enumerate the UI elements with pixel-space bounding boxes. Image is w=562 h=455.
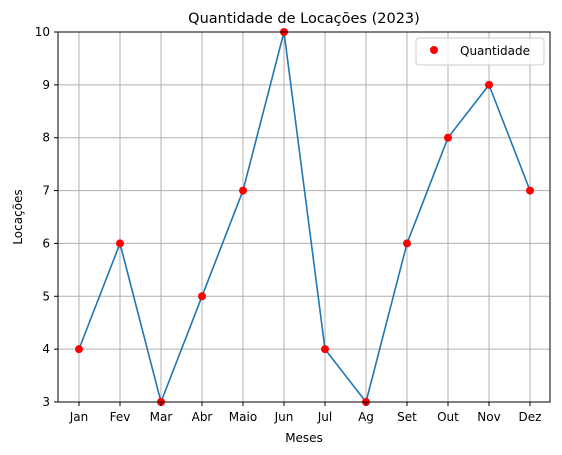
legend: Quantidade (415, 37, 545, 66)
series-line-quantidade (78, 31, 531, 403)
x-tick-label: Jan (69, 410, 89, 424)
data-point (116, 239, 124, 248)
plot-frame (57, 31, 551, 403)
legend-label-quantidade: Quantidade (460, 44, 530, 58)
y-tick-label: 4 (42, 342, 50, 356)
data-point (321, 345, 329, 354)
data-point (526, 186, 534, 195)
x-tick-label: Mar (150, 410, 173, 424)
x-tick-label: Dez (519, 410, 542, 424)
series-line-group (78, 31, 531, 403)
x-tick-label: Jul (317, 410, 332, 424)
x-tick-label: Set (397, 410, 417, 424)
y-tick-label: 3 (42, 395, 50, 409)
data-point (75, 345, 83, 354)
y-tick-label: 7 (42, 184, 50, 198)
y-tick-label: 6 (42, 236, 50, 250)
x-tick-label: Maio (229, 410, 257, 424)
x-axis: Jan Fev Mar Abr Maio Jun Jul Ag Set Out Nov Dez (69, 402, 542, 424)
x-tick-label: Fev (110, 410, 131, 424)
y-axis: 3 4 5 6 7 8 9 10 (35, 25, 58, 409)
x-axis-label: Meses (285, 431, 323, 445)
data-point (403, 239, 411, 248)
y-axis-label: Locações (11, 189, 25, 244)
y-tick-label: 8 (42, 131, 50, 145)
x-tick-label: Ag (358, 410, 374, 424)
x-tick-label: Jun (274, 410, 294, 424)
y-tick-label: 10 (35, 25, 50, 39)
x-tick-label: Out (437, 410, 459, 424)
x-tick-label: Nov (477, 410, 500, 424)
chart-title: Quantidade de Locações (2023) (188, 11, 420, 27)
data-point (239, 186, 247, 195)
y-tick-label: 5 (42, 289, 50, 303)
data-point (444, 133, 452, 142)
legend-box (415, 37, 545, 66)
x-tick-label: Abr (192, 410, 213, 424)
data-point (485, 80, 493, 89)
legend-marker-quantidade (430, 46, 438, 54)
y-tick-label: 9 (42, 78, 50, 92)
data-point (198, 292, 206, 301)
